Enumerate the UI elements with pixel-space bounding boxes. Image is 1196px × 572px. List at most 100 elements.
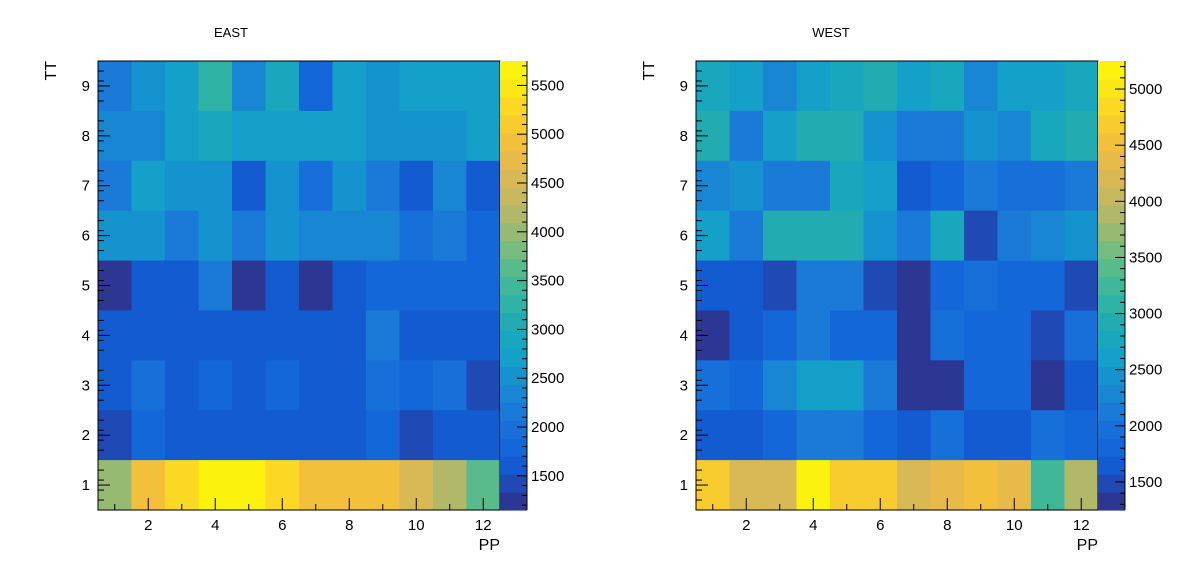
y-tick-label: 3 xyxy=(680,377,688,394)
heatmap-panel-west: 2 4 6 8 10 12123456789PPTTWEST150020002500300… xyxy=(641,25,1162,554)
color-bar-segment xyxy=(1098,402,1125,421)
x-tick-label: 12 xyxy=(475,517,492,534)
color-bar-segment xyxy=(500,114,527,134)
heatmap-cell xyxy=(763,110,798,162)
color-bar-segment xyxy=(500,240,527,260)
heatmap-cell xyxy=(897,360,932,411)
color-bar-segment xyxy=(500,258,527,278)
color-bar-segment xyxy=(1098,168,1125,188)
color-bar-segment xyxy=(500,420,527,439)
color-bar-tick-label: 2000 xyxy=(1129,418,1162,435)
heatmap-cell xyxy=(964,410,999,461)
heatmap-cell xyxy=(299,460,334,511)
heatmap-cell xyxy=(232,210,267,262)
heatmap-cell xyxy=(1064,160,1099,212)
heatmap-cell xyxy=(366,160,401,212)
heatmap-cell xyxy=(466,160,501,212)
heatmap-cell xyxy=(763,360,798,411)
heatmap-cell xyxy=(729,410,764,461)
heatmap-cell xyxy=(265,410,300,461)
heatmap-cell xyxy=(1064,310,1099,361)
heatmap-cell xyxy=(729,61,764,112)
y-tick-label: 3 xyxy=(82,377,90,394)
color-bar-segment xyxy=(500,348,527,367)
heatmap-cell xyxy=(796,61,831,112)
heatmap-cell xyxy=(1031,410,1066,461)
color-bar-segment xyxy=(500,132,527,152)
x-tick-label: 10 xyxy=(1006,517,1023,534)
color-bar-segment xyxy=(1098,474,1125,493)
heatmap-cell xyxy=(830,360,865,411)
heatmap-cell xyxy=(863,260,898,312)
heatmap-cell xyxy=(399,360,434,411)
heatmap-cell xyxy=(863,310,898,361)
color-bar-segment xyxy=(1098,96,1125,116)
heatmap-cell xyxy=(232,160,267,212)
heatmap-cell xyxy=(332,310,367,361)
heatmap-cell xyxy=(897,61,932,112)
heatmap-cell xyxy=(897,310,932,361)
heatmap-cell xyxy=(399,61,434,112)
color-bar-segment xyxy=(500,222,527,242)
y-tick-label: 7 xyxy=(82,178,90,195)
heatmap-cell xyxy=(796,310,831,361)
x-tick-label: 4 xyxy=(211,517,219,534)
heatmap-cell xyxy=(366,210,401,262)
heatmap-cell xyxy=(997,160,1032,212)
heatmap-cell xyxy=(897,460,932,511)
y-tick-label: 9 xyxy=(680,78,688,95)
heatmap-cell xyxy=(366,110,401,162)
heatmap-cell xyxy=(964,360,999,411)
heatmap-cell xyxy=(964,210,999,262)
heatmap-cell xyxy=(964,160,999,212)
color-bar-segment xyxy=(500,312,527,331)
color-bar-segment xyxy=(1098,294,1125,314)
color-bar-segment xyxy=(500,78,527,98)
heatmap-cell xyxy=(198,260,233,312)
heatmap-cell xyxy=(265,160,300,212)
heatmap-cell xyxy=(232,460,267,511)
heatmap-cell xyxy=(433,160,468,212)
heatmap-cell xyxy=(466,310,501,361)
heatmap-cell xyxy=(796,360,831,411)
heatmap-cell xyxy=(796,410,831,461)
heatmap-cell xyxy=(863,210,898,262)
color-bar-segment xyxy=(1098,312,1125,331)
heatmap-cell xyxy=(265,210,300,262)
heatmap-cell xyxy=(366,260,401,312)
heatmap-cell xyxy=(299,410,334,461)
heatmap-cell xyxy=(997,61,1032,112)
y-tick-label: 4 xyxy=(680,327,688,344)
heatmap-cell xyxy=(433,210,468,262)
y-tick-label: 5 xyxy=(82,278,90,295)
color-bar-tick-label: 5500 xyxy=(531,77,564,94)
heatmap-cell xyxy=(165,410,200,461)
heatmap-cell xyxy=(299,310,334,361)
color-bar-tick-label: 5000 xyxy=(1129,81,1162,98)
color-bar-segment xyxy=(1098,456,1125,475)
color-bar-segment xyxy=(500,492,527,511)
heatmap-cell xyxy=(796,160,831,212)
color-bar-tick-label: 5000 xyxy=(531,126,564,143)
heatmap-cell xyxy=(232,61,267,112)
color-bar-segment xyxy=(1098,240,1125,260)
heatmap-cell xyxy=(265,360,300,411)
heatmap-cell xyxy=(399,260,434,312)
heatmap-cell xyxy=(1031,210,1066,262)
heatmap-cell xyxy=(232,410,267,461)
heatmap-cell xyxy=(332,410,367,461)
heatmap-cell xyxy=(729,160,764,212)
heatmap-cell xyxy=(131,160,166,212)
heatmap-cell xyxy=(729,310,764,361)
y-tick-label: 2 xyxy=(680,427,688,444)
heatmap-cell xyxy=(232,360,267,411)
color-bar-segment xyxy=(500,294,527,314)
x-tick-label: 2 xyxy=(144,517,152,534)
color-bar-segment xyxy=(500,276,527,296)
heatmap-panel-east: 2 4 6 8 10 12123456789PPTTEAST150020002500300… xyxy=(43,25,564,554)
heatmap-cell xyxy=(1031,110,1066,162)
heatmap-cell xyxy=(466,410,501,461)
heatmap-cell xyxy=(131,61,166,112)
x-tick-label: 12 xyxy=(1073,517,1090,534)
heatmap-cell xyxy=(863,160,898,212)
